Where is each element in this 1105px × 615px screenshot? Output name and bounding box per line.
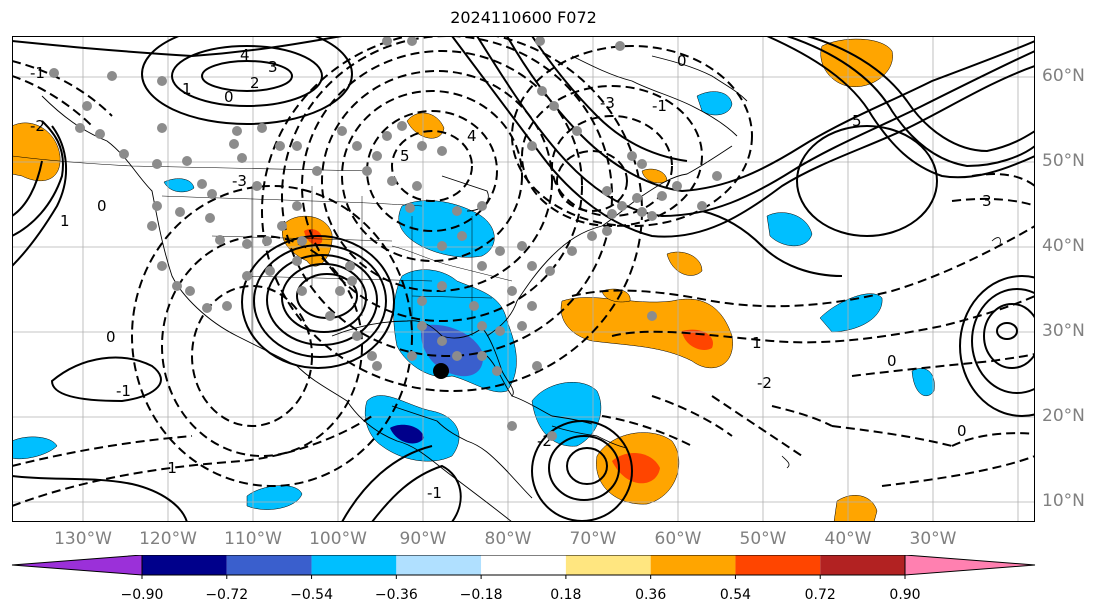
shade-blob [282,215,333,267]
contour-label: 5 [400,147,410,165]
lon-label: 110°W [224,529,282,549]
contour-label: -1 [652,97,667,115]
shade-blob [666,251,703,276]
contour-label: -2 [757,374,772,392]
lat-label: 10°N [1042,491,1085,511]
contour-label: 1 [60,212,70,230]
shade-blob [682,329,713,351]
colorbar-tick-label: −0.90 [120,587,164,603]
colorbar-segment [565,555,651,575]
colorbar-segment [142,555,227,575]
contour-label: 0 [677,52,687,70]
weather-map: 4 3 2 0 1 -1 -2 -3 0 1 5 4 0 -3 -1 0 -1 … [12,36,1035,522]
colorbar-segment [820,555,905,575]
contour-label: 0 [97,197,107,215]
contour-label: 0 [957,422,967,440]
colorbar-tick-label: 0.72 [804,587,836,603]
shade-blob [163,178,195,193]
contour-label: -1 [427,484,442,502]
lon-label: 40°W [824,529,872,549]
colorbar-tick-label: −0.54 [290,587,333,603]
colorbar-tick-label: 0.18 [550,587,582,603]
shade-blob [601,288,631,303]
shade-blob [12,436,58,460]
colorbar-tick-label: 0.90 [889,587,921,603]
colorbar-segment [396,555,482,575]
lon-label: 90°W [399,529,447,549]
colorbar-tick-label: −0.72 [205,587,249,603]
contour-label: 2 [250,74,260,92]
contour-label: -3 [232,172,247,190]
lat-label: 50°N [1042,151,1085,171]
contour-label: -1 [116,382,131,400]
shade-blob [696,91,733,116]
lat-label: 60°N [1042,66,1085,86]
shade-blob [390,424,424,444]
lon-label: 60°W [654,529,702,549]
contour-label: -1 [30,64,45,82]
colorbar-extend-low [11,555,143,576]
shade-blob [766,212,813,247]
contour-label: 1 [752,334,762,352]
shade-blob [246,485,303,510]
colorbar-segment [481,555,566,575]
colorbar [11,555,1036,579]
shade-blob [421,324,483,377]
colorbar-outline [141,555,906,576]
lat-label: 20°N [1042,406,1085,426]
station-dots [49,36,722,441]
contour-labels: 4 3 2 0 1 -1 -2 -3 0 1 5 4 0 -3 -1 0 -1 … [30,46,992,502]
lon-label: 130°W [54,529,112,549]
lon-label: 100°W [309,529,367,549]
lon-label: 80°W [484,529,532,549]
contour-label: 3 [268,58,278,76]
lon-label: 120°W [139,529,197,549]
contour-label: 0 [887,352,897,370]
storm-marker [433,363,449,379]
colorbar-segment [735,555,821,575]
colorbar-segment [226,555,312,575]
shade-blob [819,293,883,333]
lat-label: 40°N [1042,236,1085,256]
shade-blob [12,122,61,182]
contour-label: -2 [30,117,45,135]
contour-label: 1 [182,80,192,98]
colorbar-tick-label: 0.36 [635,587,667,603]
contour-label: 3 [982,192,992,210]
contour-label: 0 [224,88,234,106]
colorbar-tick-label: 0.54 [719,587,752,603]
colorbar-segment [311,555,397,575]
contour-label: 0 [106,328,116,346]
colorbar-tick-label: −0.36 [374,587,418,603]
contour-label: -3 [600,94,615,112]
lon-label: 30°W [909,529,957,549]
lon-label: 50°W [739,529,787,549]
colorbar-extend-high [904,555,1036,576]
contour-label: 5 [852,112,862,130]
contour-label: 4 [467,127,477,145]
lat-label: 30°N [1042,321,1085,341]
colorbar-segment [650,555,736,575]
colorbar-tick-label: −0.18 [459,587,503,603]
contour-label: 4 [240,46,250,64]
contour-label: -1 [162,459,177,477]
lon-label: 70°W [569,529,617,549]
map-title: 2024110600 F072 [450,8,597,27]
shade-blob [612,452,660,484]
